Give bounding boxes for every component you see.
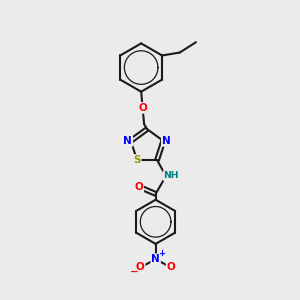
Text: +: +: [158, 249, 165, 258]
Text: N: N: [124, 136, 132, 146]
Text: O: O: [138, 103, 147, 113]
Text: N: N: [151, 254, 160, 264]
Text: O: O: [167, 262, 175, 272]
Text: O: O: [134, 182, 143, 192]
Text: O: O: [136, 262, 145, 272]
Text: NH: NH: [164, 171, 179, 180]
Text: −: −: [130, 267, 138, 277]
Text: S: S: [133, 155, 141, 165]
Text: N: N: [162, 136, 171, 146]
